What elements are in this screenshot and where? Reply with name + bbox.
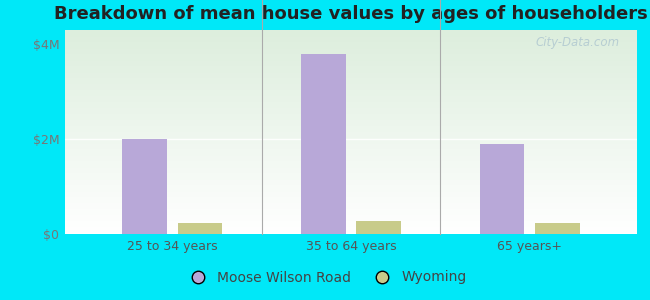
Bar — [535, 223, 580, 234]
Text: City-Data.com: City-Data.com — [536, 36, 620, 49]
Bar — [177, 223, 222, 234]
Bar — [480, 144, 525, 234]
Bar — [356, 221, 401, 234]
Legend: Moose Wilson Road, Wyoming: Moose Wilson Road, Wyoming — [178, 265, 472, 290]
Title: Breakdown of mean house values by ages of householders: Breakdown of mean house values by ages o… — [54, 5, 648, 23]
Bar — [301, 54, 346, 234]
Bar — [122, 139, 167, 234]
